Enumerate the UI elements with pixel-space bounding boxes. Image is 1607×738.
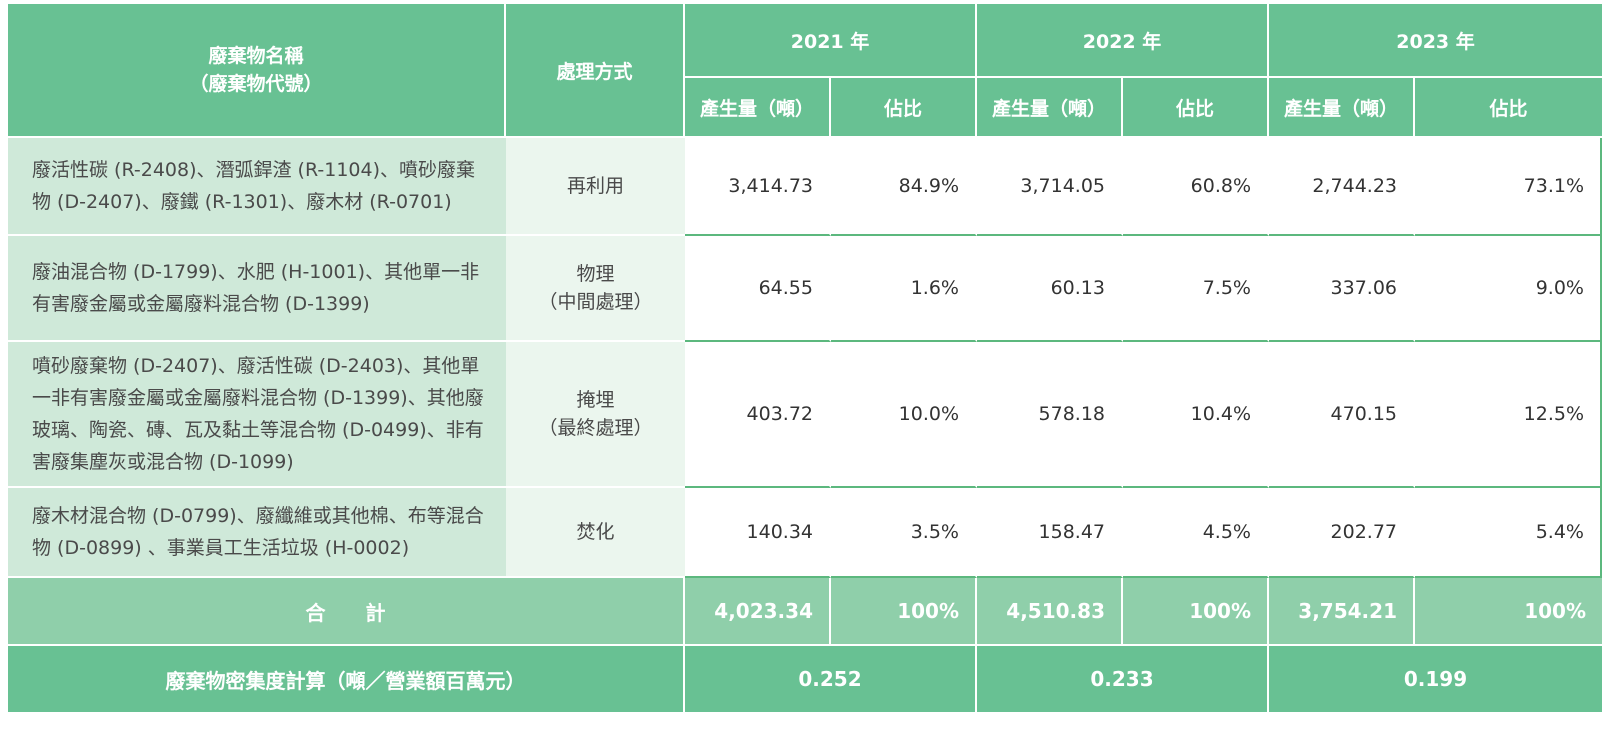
header-share-2022: 佔比 xyxy=(1123,78,1269,138)
header-waste-name-line1: 廢棄物名稱 xyxy=(208,45,304,67)
header-share-2023: 佔比 xyxy=(1415,78,1602,138)
amount-2021-cell: 64.55 xyxy=(685,236,831,342)
treatment-method-line2: （中間處理） xyxy=(538,291,653,313)
amount-2022-cell: 158.47 xyxy=(977,488,1123,578)
treatment-method-line1: 掩埋 xyxy=(576,389,615,411)
treatment-method-cell: 掩埋 （最終處理） xyxy=(506,342,685,488)
header-amount-2022: 產生量（噸） xyxy=(977,78,1123,138)
share-2023-cell: 12.5% xyxy=(1415,342,1602,488)
header-amount-2021: 產生量（噸） xyxy=(685,78,831,138)
table-row: 廢活性碳 (R-2408)、潛弧銲渣 (R-1104)、噴砂廢棄物 (D-240… xyxy=(8,138,1602,236)
share-2023-cell: 5.4% xyxy=(1415,488,1602,578)
amount-2022-cell: 578.18 xyxy=(977,342,1123,488)
share-2023-cell: 73.1% xyxy=(1415,138,1602,236)
header-year-2021: 2021 年 xyxy=(685,4,977,78)
header-amount-2023: 產生量（噸） xyxy=(1269,78,1415,138)
share-2022-cell: 60.8% xyxy=(1123,138,1269,236)
treatment-method-cell: 物理 （中間處理） xyxy=(506,236,685,342)
amount-2023-cell: 202.77 xyxy=(1269,488,1415,578)
total-amount-2021: 4,023.34 xyxy=(685,578,831,646)
intensity-2023: 0.199 xyxy=(1269,646,1602,712)
amount-2021-cell: 403.72 xyxy=(685,342,831,488)
treatment-method-cell: 再利用 xyxy=(506,138,685,236)
amount-2021-cell: 140.34 xyxy=(685,488,831,578)
amount-2022-cell: 3,714.05 xyxy=(977,138,1123,236)
intensity-row: 廢棄物密集度計算（噸／營業額百萬元） 0.252 0.233 0.199 xyxy=(8,646,1602,712)
header-year-2023: 2023 年 xyxy=(1269,4,1602,78)
share-2021-cell: 10.0% xyxy=(831,342,977,488)
total-row: 合 計 4,023.34 100% 4,510.83 100% 3,754.21… xyxy=(8,578,1602,646)
amount-2022-cell: 60.13 xyxy=(977,236,1123,342)
waste-table: 廢棄物名稱 （廢棄物代號） 處理方式 2021 年 2022 年 2023 年 … xyxy=(8,4,1602,712)
total-share-2023: 100% xyxy=(1415,578,1602,646)
table-row: 廢木材混合物 (D-0799)、廢纖維或其他棉、布等混合物 (D-0899) 、… xyxy=(8,488,1602,578)
treatment-method-line1: 物理 xyxy=(576,263,615,285)
share-2022-cell: 4.5% xyxy=(1123,488,1269,578)
header-share-2021: 佔比 xyxy=(831,78,977,138)
table-row: 廢油混合物 (D-1799)、水肥 (H-1001)、其他單一非有害廢金屬或金屬… xyxy=(8,236,1602,342)
amount-2023-cell: 2,744.23 xyxy=(1269,138,1415,236)
amount-2023-cell: 337.06 xyxy=(1269,236,1415,342)
treatment-method-cell: 焚化 xyxy=(506,488,685,578)
intensity-2021: 0.252 xyxy=(685,646,977,712)
table-row: 噴砂廢棄物 (D-2407)、廢活性碳 (D-2403)、其他單一非有害廢金屬或… xyxy=(8,342,1602,488)
share-2022-cell: 10.4% xyxy=(1123,342,1269,488)
share-2023-cell: 9.0% xyxy=(1415,236,1602,342)
waste-name-cell: 廢油混合物 (D-1799)、水肥 (H-1001)、其他單一非有害廢金屬或金屬… xyxy=(8,236,506,342)
amount-2023-cell: 470.15 xyxy=(1269,342,1415,488)
waste-name-cell: 噴砂廢棄物 (D-2407)、廢活性碳 (D-2403)、其他單一非有害廢金屬或… xyxy=(8,342,506,488)
header-waste-name-line2: （廢棄物代號） xyxy=(189,73,323,95)
share-2021-cell: 1.6% xyxy=(831,236,977,342)
header-waste-name: 廢棄物名稱 （廢棄物代號） xyxy=(8,4,506,138)
intensity-2022: 0.233 xyxy=(977,646,1269,712)
total-share-2022: 100% xyxy=(1123,578,1269,646)
share-2022-cell: 7.5% xyxy=(1123,236,1269,342)
share-2021-cell: 3.5% xyxy=(831,488,977,578)
header-treatment-method: 處理方式 xyxy=(506,4,685,138)
total-amount-2023: 3,754.21 xyxy=(1269,578,1415,646)
treatment-method-line1: 再利用 xyxy=(566,175,624,197)
intensity-label: 廢棄物密集度計算（噸／營業額百萬元） xyxy=(8,646,685,712)
total-share-2021: 100% xyxy=(831,578,977,646)
treatment-method-line2: （最終處理） xyxy=(538,417,653,439)
total-label: 合 計 xyxy=(8,578,685,646)
header-year-2022: 2022 年 xyxy=(977,4,1269,78)
waste-name-cell: 廢木材混合物 (D-0799)、廢纖維或其他棉、布等混合物 (D-0899) 、… xyxy=(8,488,506,578)
waste-name-cell: 廢活性碳 (R-2408)、潛弧銲渣 (R-1104)、噴砂廢棄物 (D-240… xyxy=(8,138,506,236)
treatment-method-line1: 焚化 xyxy=(576,521,615,543)
total-amount-2022: 4,510.83 xyxy=(977,578,1123,646)
amount-2021-cell: 3,414.73 xyxy=(685,138,831,236)
share-2021-cell: 84.9% xyxy=(831,138,977,236)
